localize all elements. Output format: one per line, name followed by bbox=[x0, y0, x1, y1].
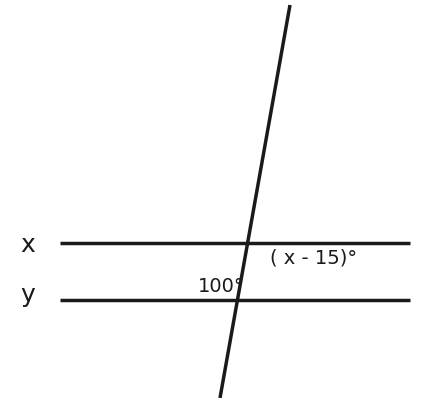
Text: y: y bbox=[21, 283, 36, 307]
Text: ( x - 15)°: ( x - 15)° bbox=[270, 248, 357, 267]
Text: 100°: 100° bbox=[198, 277, 245, 296]
Text: x: x bbox=[21, 233, 36, 257]
